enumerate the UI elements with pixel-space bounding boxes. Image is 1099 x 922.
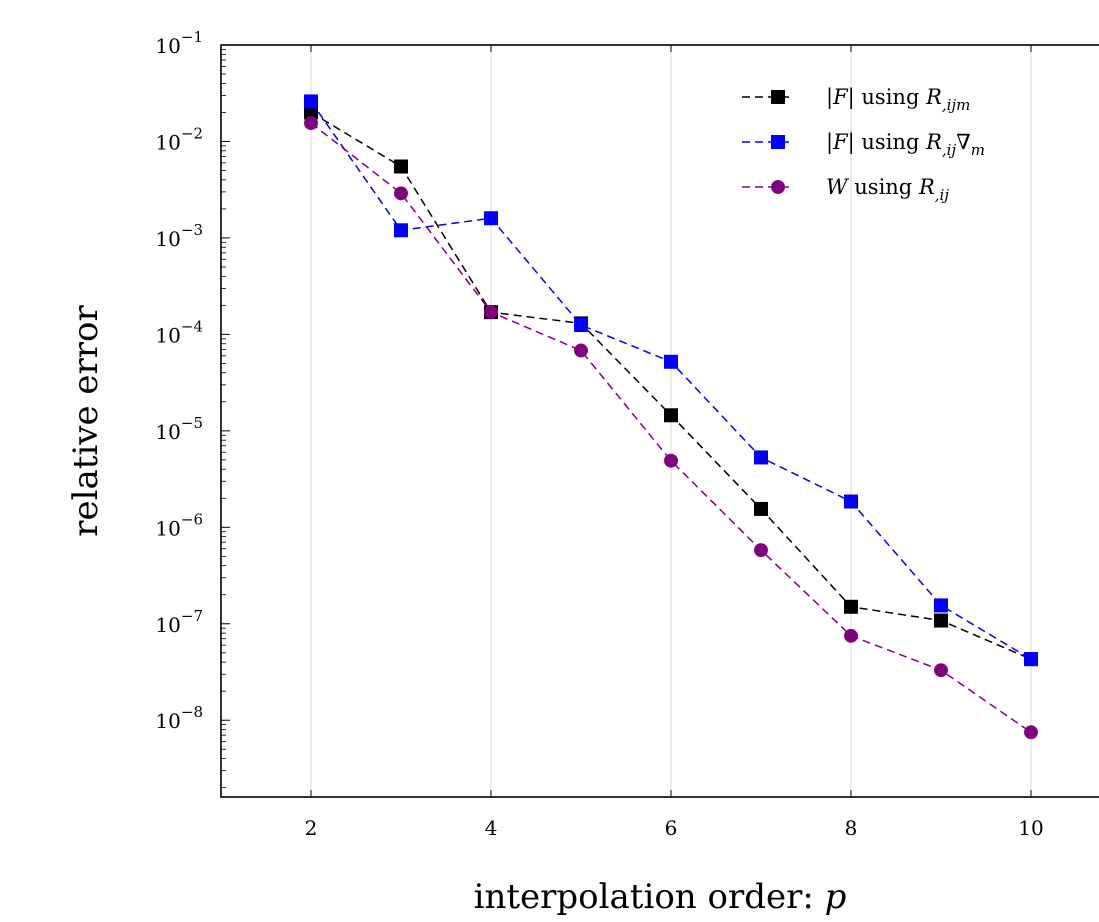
- x-tick-label: 10: [1018, 816, 1043, 840]
- data-point: [844, 494, 858, 509]
- data-point: [394, 159, 408, 174]
- data-point: [664, 408, 678, 423]
- x-tick-label: 4: [485, 816, 498, 840]
- legend-entry-2: |F| using R,ij∇m: [742, 130, 985, 159]
- data-point: [304, 94, 318, 109]
- data-point: [754, 501, 768, 516]
- y-tick-labels: 10−1 10−2 10−3 10−4 10−5 10−6 10−7 10−8: [155, 28, 203, 733]
- legend-label: |F| using R,ijm: [826, 85, 970, 114]
- y-tick-label: 10−4: [155, 317, 203, 347]
- data-point: [484, 305, 498, 320]
- series-3: [304, 116, 1038, 740]
- legend: |F| using R,ijm |F| using R,ij∇m W using R…: [742, 85, 985, 204]
- data-point: [1024, 652, 1038, 667]
- legend-entry-3: W using R,ij: [742, 175, 949, 204]
- x-tick-labels: 2 4 6 8 10: [305, 816, 1044, 840]
- data-point: [934, 613, 948, 628]
- x-tick-label: 2: [305, 816, 318, 840]
- data-point: [574, 318, 588, 333]
- legend-marker: [771, 135, 785, 149]
- data-point: [484, 211, 498, 226]
- y-tick-label: 10−5: [155, 414, 203, 444]
- legend-label: |F| using R,ij∇m: [826, 130, 985, 159]
- data-point: [304, 116, 318, 131]
- series-line: [310, 122, 1032, 733]
- x-axis-label-variable: p: [825, 877, 847, 917]
- data-point: [664, 453, 678, 468]
- data-point: [934, 598, 948, 613]
- y-tick-label: 10−7: [155, 607, 203, 637]
- series-lines: [304, 94, 1038, 740]
- data-point: [664, 354, 678, 369]
- data-point: [844, 628, 858, 643]
- minor-ticks: [221, 44, 230, 789]
- y-tick-label: 10−6: [155, 510, 203, 540]
- legend-entry-1: |F| using R,ijm: [742, 85, 970, 114]
- y-tick-label: 10−8: [155, 703, 203, 733]
- y-tick-label: 10−3: [155, 221, 203, 251]
- y-axis-label: relative error: [66, 304, 106, 536]
- x-axis-label: interpolation order: p: [474, 877, 847, 917]
- data-point: [754, 543, 768, 558]
- legend-marker: [771, 180, 785, 194]
- data-point: [1024, 725, 1038, 740]
- series-2: [304, 94, 1038, 667]
- data-point: [934, 663, 948, 678]
- legend-label: W using R,ij: [826, 175, 949, 204]
- data-point: [844, 599, 858, 614]
- plot-frame: [220, 44, 1099, 798]
- x-tick-label: 8: [845, 816, 858, 840]
- data-point: [574, 343, 588, 358]
- x-axis-label-text: interpolation order:: [474, 877, 825, 917]
- data-point: [394, 186, 408, 201]
- y-tick-label: 10−1: [155, 28, 203, 58]
- data-point: [754, 450, 768, 465]
- x-tick-label: 6: [665, 816, 678, 840]
- y-tick-label: 10−2: [155, 124, 203, 154]
- legend-marker: [771, 90, 785, 104]
- data-point: [394, 223, 408, 238]
